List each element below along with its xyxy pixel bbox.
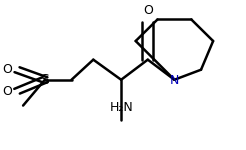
Text: O: O bbox=[2, 63, 12, 76]
Text: N: N bbox=[170, 74, 179, 87]
Text: H₂N: H₂N bbox=[109, 101, 133, 114]
Text: O: O bbox=[2, 85, 12, 98]
Text: O: O bbox=[143, 4, 153, 17]
Text: S: S bbox=[41, 73, 49, 87]
